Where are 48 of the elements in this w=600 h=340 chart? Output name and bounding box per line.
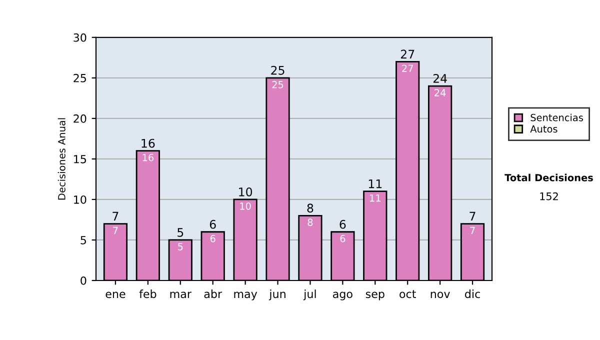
y-axis-title: Decisiones Anual [58,118,66,200]
data-label: 25 [272,80,284,88]
y-tick-label: 30 [74,33,86,42]
legend-label: Sentencias [530,114,583,122]
x-tick-label: dic [465,290,480,298]
total-label: 5 [178,228,184,237]
x-tick-label: may [234,292,258,300]
data-label: 16 [142,154,154,162]
data-label: 6 [340,234,346,242]
x-tick-label: sep [366,292,384,300]
total-label: 6 [210,220,216,229]
x-tick-label: ago [333,292,352,300]
total-label: 7 [112,212,118,221]
text: Total Decisiones [504,174,593,182]
total-label: 25 [271,66,284,75]
data-label: 8 [308,218,313,226]
y-tick-label: 5 [80,236,86,244]
text: 152 [540,192,558,200]
data-label: 6 [210,234,216,242]
x-tick-label: jun [268,290,286,300]
x-tick-label: jul [303,290,316,300]
legend-label: Autos [530,125,558,133]
y-tick-label: 15 [74,155,86,164]
x-tick-label: oct [400,290,416,298]
total-label: 8 [307,204,314,213]
data-label: 24 [434,89,446,96]
y-tick-label: 10 [74,195,86,204]
y-tick-label: 20 [74,114,86,123]
total-label: 24 [433,74,447,83]
x-tick-label: feb [139,290,156,298]
x-tick-label: nov [430,292,450,298]
total-label: 16 [142,138,155,148]
total-label: 10 [239,187,252,196]
x-tick-label: abr [204,290,222,298]
y-tick-label: 25 [74,74,86,82]
total-label: 7 [470,212,476,221]
x-tick-label: ene [106,292,126,298]
total-label: 6 [340,220,346,229]
total-label: 11 [368,179,382,188]
total-label: 27 [400,50,414,58]
y-tick-label: 0 [80,276,86,285]
data-label: 5 [178,243,183,250]
data-label: 7 [470,226,475,234]
data-label: 11 [370,194,380,202]
data-label: 10 [240,202,251,210]
data-label: 27 [402,64,413,72]
x-tick-label: mar [170,292,192,298]
data-label: 7 [113,226,118,234]
